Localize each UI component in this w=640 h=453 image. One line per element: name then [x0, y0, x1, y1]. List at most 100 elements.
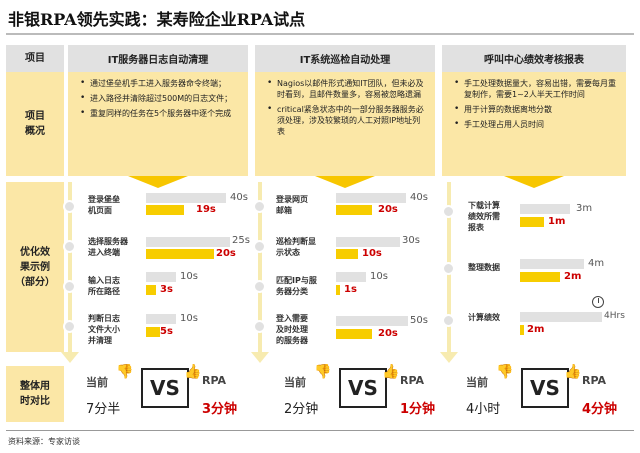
- before-value: 4m: [588, 258, 605, 269]
- rpa-label: RPA: [582, 374, 607, 387]
- rpa-label: RPA: [202, 374, 227, 387]
- overview-bullet: 进入路径并清除超过500M的日志文件；: [78, 93, 238, 104]
- overview-bullet: 用于计算的数据离地分散: [452, 104, 616, 115]
- before-bar: [336, 272, 366, 282]
- thumb-down-icon: 👎: [314, 364, 332, 380]
- timeline-dot: [253, 200, 266, 213]
- timeline-arrow-icon: [440, 352, 458, 363]
- after-value: 3s: [160, 284, 173, 295]
- timeline-dot: [253, 280, 266, 293]
- overview-bullet: Nagios以邮件形式通知IT团队，但未必及时看到，且邮件数量多，容易被忽略遗漏: [265, 78, 425, 100]
- thumb-down-icon: 👎: [496, 364, 514, 380]
- before-bar: [336, 237, 400, 247]
- after-bar: [146, 285, 156, 295]
- before-value: 3m: [576, 203, 593, 214]
- overall-compare-system-patrol: 当前 👎 VS 👍 RPA 2分钟 1分钟: [284, 364, 460, 420]
- after-value: 2m: [527, 324, 545, 335]
- after-bar: [520, 325, 524, 335]
- vs-badge: VS: [521, 368, 569, 408]
- before-value: 40s: [410, 192, 428, 203]
- timeline-dot: [63, 280, 76, 293]
- before-bar: [146, 237, 230, 247]
- page-title: 非银RPA领先实践：某寿险企业RPA试点: [8, 10, 306, 29]
- overview-bullet: 重复同样的任务在5个服务器中逐个完成: [78, 108, 238, 119]
- after-value: 20s: [378, 328, 398, 339]
- now-time: 2分钟: [284, 402, 319, 417]
- task-label: 整理数据: [468, 263, 500, 272]
- now-label: 当前: [86, 376, 108, 389]
- after-bar: [520, 272, 560, 282]
- task-label: 巡检判断显 示状态: [276, 237, 316, 257]
- task-label: 下载计算 绩效所需 报表: [468, 201, 500, 232]
- after-value: 10s: [362, 248, 382, 259]
- task-label: 输入日志 所在路径: [88, 276, 120, 296]
- chevron-down-icon: [504, 176, 564, 188]
- task-label: 登录堡垒 机页面: [88, 195, 120, 215]
- before-bar: [336, 316, 408, 326]
- before-value: 10s: [180, 271, 198, 282]
- before-value: 10s: [370, 271, 388, 282]
- before-bar: [146, 314, 176, 324]
- before-bar: [520, 259, 584, 269]
- row-label-item: 项目: [6, 45, 64, 72]
- timeline-dot: [63, 240, 76, 253]
- overall-compare-log-cleanup: 当前 👎 VS 👍 RPA 7分半 3分钟: [86, 364, 262, 420]
- now-time: 4小时: [466, 402, 501, 417]
- task-label: 登录网页 邮箱: [276, 195, 308, 215]
- rpa-time: 4分钟: [582, 402, 618, 417]
- clock-icon: [592, 296, 604, 308]
- timeline-line: [258, 182, 262, 352]
- vs-badge: VS: [339, 368, 387, 408]
- overview-bullet: critical紧急状态中的一部分服务器服务必须处理，涉及较繁琐的人工对照IP地…: [265, 104, 425, 137]
- timeline-dot: [253, 240, 266, 253]
- overview-panel-log-cleanup: 通过堡垒机手工进入服务器命令终端； 进入路径并清除超过500M的日志文件； 重复…: [68, 72, 248, 176]
- overview-bullet: 手工处理占用人员时间: [452, 119, 616, 130]
- before-value: 25s: [232, 235, 250, 246]
- before-value: 4Hrs: [604, 311, 625, 321]
- task-label: 选择服务器 进入终端: [88, 237, 128, 257]
- after-bar: [146, 249, 214, 259]
- timeline-dot: [442, 262, 455, 275]
- timeline-line: [68, 182, 72, 352]
- before-bar: [520, 312, 602, 322]
- task-label: 计算绩效: [468, 313, 500, 322]
- overview-bullet: 通过堡垒机手工进入服务器命令终端；: [78, 78, 238, 89]
- now-label: 当前: [284, 376, 306, 389]
- task-label: 登入需要 及时处理 的服务器: [276, 314, 308, 345]
- row-label-overview: 项目 概况: [6, 72, 64, 176]
- thumb-up-icon: 👍: [382, 364, 400, 380]
- after-value: 20s: [216, 248, 236, 259]
- column-header-callcenter-report: 呼叫中心绩效考核报表: [442, 45, 626, 72]
- footer-divider: [6, 430, 634, 431]
- timeline-dot: [63, 320, 76, 333]
- overview-bullet: 手工处理数据量大，容易出错，需要每月重复制作，需要1~2人半天工作时间: [452, 78, 616, 100]
- after-bar: [146, 327, 160, 337]
- now-time: 7分半: [86, 402, 121, 417]
- after-bar: [336, 249, 358, 259]
- timeline-dot: [442, 205, 455, 218]
- vs-badge: VS: [141, 368, 189, 408]
- before-bar: [146, 193, 226, 203]
- after-bar: [146, 205, 184, 215]
- timeline-dot: [442, 314, 455, 327]
- after-value: 20s: [378, 204, 398, 215]
- after-bar: [336, 285, 340, 295]
- after-value: 1m: [548, 216, 566, 227]
- overview-panel-system-patrol: Nagios以邮件形式通知IT团队，但未必及时看到，且邮件数量多，容易被忽略遗漏…: [255, 72, 435, 176]
- row-label-example: 优化效 果示例 （部分）: [6, 182, 64, 352]
- timeline-dot: [63, 200, 76, 213]
- rpa-label: RPA: [400, 374, 425, 387]
- after-value: 2m: [564, 271, 582, 282]
- thumb-up-icon: 👍: [184, 364, 202, 380]
- chevron-down-icon: [315, 176, 375, 188]
- before-value: 40s: [230, 192, 248, 203]
- source-note: 资料来源：专家访谈: [8, 437, 80, 446]
- after-value: 5s: [160, 326, 173, 337]
- before-bar: [146, 272, 176, 282]
- task-label: 匹配IP与服 务器分类: [276, 276, 317, 296]
- chevron-down-icon: [128, 176, 188, 188]
- task-label: 判断日志 文件大小 并清理: [88, 314, 120, 345]
- before-value: 50s: [410, 315, 428, 326]
- timeline-dot: [253, 320, 266, 333]
- before-value: 30s: [402, 235, 420, 246]
